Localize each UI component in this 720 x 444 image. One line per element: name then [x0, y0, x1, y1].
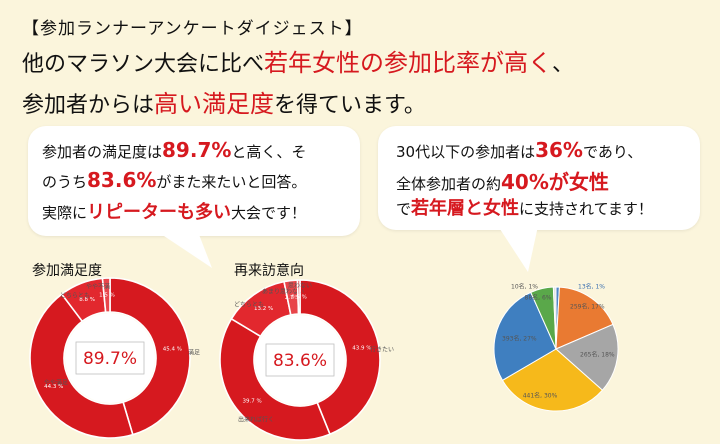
bubble-left-repeater-highlight: リピーターも多い [87, 202, 232, 223]
donut-1-category-label-1: 出来れば行く [238, 416, 274, 424]
donut-0-category-label-1: やや満足 [44, 379, 68, 387]
donut-0-value-label-2: 8.8 % [79, 297, 95, 303]
headline-line-3-pre: 参加者からは [22, 93, 155, 118]
bubble-left-satisfaction-value: 89.7% [162, 138, 232, 162]
donut-0-slice-1 [29, 293, 134, 439]
pie-label-5: 88名, 6% [525, 294, 552, 302]
bubble-left-line-2: のうち83.6%がまた来たいと回答。 [42, 168, 306, 192]
bubble-right-line-2-pre: 全体参加者の約 [396, 175, 502, 193]
pie-slice-2 [555, 323, 619, 391]
bubble-left-return-value: 83.6% [87, 168, 157, 192]
headline: 【参加ランナーアンケートダイジェスト】 他のマラソン大会に比べ若年女性の参加比率… [22, 14, 712, 119]
bubble-right-female-highlight: 40%が女性 [501, 170, 609, 194]
bubble-right-young-female-highlight: 若年層と女性 [411, 198, 520, 219]
pie-slice-6 [552, 286, 557, 350]
headline-line-3-highlight: 高い満足度 [154, 90, 275, 118]
pie-label-4: 393名, 27% [502, 335, 537, 343]
bubble-left-line-3-post: 大会です！ [231, 204, 307, 222]
bubble-left-line-3-pre: 実際に [42, 204, 88, 222]
donut-1-slice-1 [219, 317, 331, 441]
speech-bubble-satisfaction: 参加者の満足度は89.7%と高く、そ のうち83.6%がまた来たいと回答。 実際… [28, 126, 360, 268]
bubble-left-line-2-pre: のうち [42, 173, 88, 191]
bubble-right-line-1: 30代以下の参加者は36%であり、 [396, 138, 642, 162]
speech-bubble-demographics: 30代以下の参加者は36%であり、 全体参加者の約40%が女性 で若年層と女性に… [378, 126, 700, 272]
speech-bubble-tail [158, 232, 212, 268]
donut-0-value-label-1: 44.3 % [44, 384, 63, 390]
donut-1-category-label-4: 思わない [288, 283, 312, 290]
donut-0-center-box [75, 341, 145, 375]
headline-title: 【参加ランナーアンケートダイジェスト】 [22, 19, 363, 39]
pie-label-0: 13名, 1% [578, 283, 605, 291]
headline-line-3-post: を得ています。 [274, 93, 426, 118]
pie-label-6: 10名, 1% [511, 283, 538, 291]
donut-1-value-label-2: 13.2 % [254, 306, 273, 312]
bubble-right-line-3-pre: で [396, 200, 412, 218]
donut-0-category-label-0: 満足 [188, 349, 200, 357]
donut-0-category-label-3: やや不満 [86, 283, 110, 291]
pie-label-3: 441名, 30% [523, 392, 558, 400]
donut-1-center-label: 83.6% [273, 351, 327, 371]
donut-1-value-label-1: 39.7 % [242, 398, 261, 404]
bubble-left-line-1-pre: 参加者の満足度は [42, 143, 163, 161]
donut-1-slice-0 [299, 279, 381, 436]
donut-1-value-label-4: 0.5 % [291, 295, 307, 301]
donut-0-value-label-0: 45.4 % [163, 346, 182, 352]
headline-line-2-highlight: 若年女性の参加比率が高く [264, 49, 553, 77]
donut-1-value-label-3: 2.7 % [285, 295, 301, 301]
bubble-right-line-1-pre: 30代以下の参加者は [396, 143, 536, 161]
pie-label-1: 259名, 17% [570, 303, 605, 311]
bubble-left-line-1: 参加者の満足度は89.7%と高く、そ [42, 138, 306, 162]
bubble-left-line-1-post: と高く、そ [231, 143, 307, 161]
bubble-right-line-3: で若年層と女性に支持されてます！ [396, 194, 653, 220]
donut-1-value-label-0: 43.9 % [352, 346, 371, 352]
donut-1-category-label-0: 行きたい [370, 346, 394, 354]
headline-line-3: 参加者からは高い満足度を得ています。 [22, 84, 712, 119]
bubble-right-under30s-value: 36% [535, 138, 583, 162]
donut-0-center-label: 89.7% [83, 349, 137, 369]
pie-label-2: 265名, 18% [580, 351, 615, 359]
donut-0-slice-3 [101, 277, 111, 314]
pie-slice-3 [501, 348, 604, 412]
donut-0-category-label-2: どちらとも [60, 292, 90, 300]
donut-1-category-label-2: どちらとも [234, 301, 264, 309]
chart-title-satisfaction: 参加満足度 [32, 263, 102, 279]
donut-0-value-label-3: 1.5 % [99, 293, 115, 299]
pie-slice-1 [555, 286, 614, 350]
bubble-left-line-2-post: がまた来たいと回答。 [156, 173, 307, 191]
headline-line-2: 他のマラソン大会に比べ若年女性の参加比率が高く、 [22, 43, 712, 78]
speech-bubble-tail [498, 226, 538, 272]
chart-title-return-intention: 再来訪意向 [234, 263, 304, 279]
donut-0-slice-0 [109, 277, 191, 436]
donut-1-category-label-3: あまり思わない [262, 289, 304, 296]
donut-1-center-box [265, 343, 335, 377]
bubble-right-line-3-post: に支持されてます！ [519, 200, 653, 218]
bubble-right-line-1-post: であり、 [582, 143, 643, 161]
headline-line-2-post: 、 [552, 52, 575, 77]
donut-1-slice-4 [296, 279, 301, 315]
bubble-left-line-3: 実際にリピーターも多い大会です！ [42, 198, 306, 224]
headline-line-2-pre: 他のマラソン大会に比べ [22, 52, 265, 77]
bubble-right-line-2: 全体参加者の約40%が女性 [396, 166, 609, 195]
